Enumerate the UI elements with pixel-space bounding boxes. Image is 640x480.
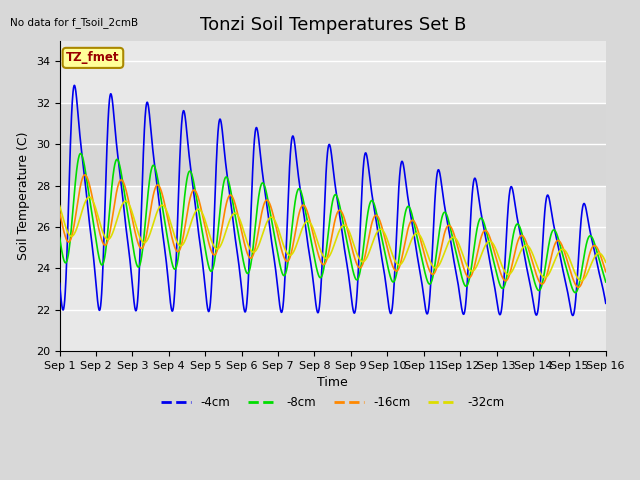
Title: Tonzi Soil Temperatures Set B: Tonzi Soil Temperatures Set B: [200, 15, 466, 34]
Text: No data for f_Tsoil_2cmB: No data for f_Tsoil_2cmB: [10, 17, 139, 28]
Bar: [60, 103, 605, 186]
Y-axis label: Soil Temperature (C): Soil Temperature (C): [17, 132, 30, 260]
X-axis label: Time: Time: [317, 376, 348, 389]
Legend: -4cm, -8cm, -16cm, -32cm: -4cm, -8cm, -16cm, -32cm: [157, 391, 509, 414]
Text: TZ_fmet: TZ_fmet: [66, 51, 120, 64]
